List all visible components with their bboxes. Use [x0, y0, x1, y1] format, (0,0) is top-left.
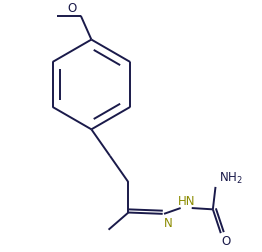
Text: O: O — [221, 235, 231, 248]
Text: NH$_2$: NH$_2$ — [219, 171, 243, 186]
Text: HN: HN — [178, 195, 195, 207]
Text: N: N — [164, 217, 173, 230]
Text: O: O — [68, 2, 77, 15]
